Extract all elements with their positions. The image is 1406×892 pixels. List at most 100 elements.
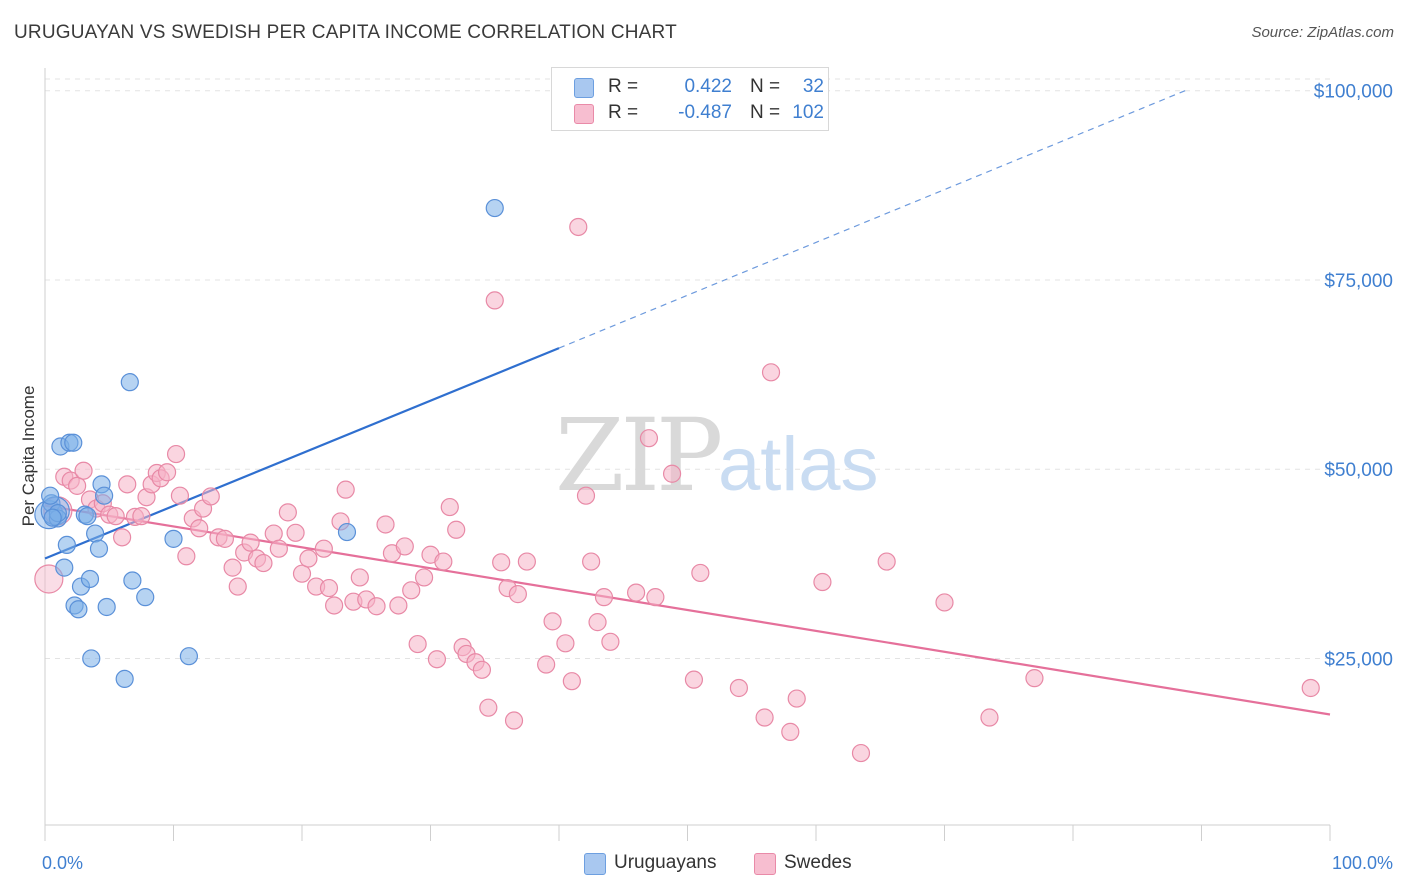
point-swedes	[1301, 678, 1320, 698]
point-swedes	[350, 568, 369, 587]
point-uruguayans	[57, 535, 76, 555]
point-swedes	[646, 588, 665, 607]
y-tick-label: $100,000	[1314, 82, 1393, 103]
point-uruguayans	[485, 198, 504, 218]
point-swedes	[74, 461, 93, 480]
point-swedes	[402, 581, 421, 600]
bottom-legend-label: Swedes	[784, 852, 852, 873]
legend-swatch-uruguayans	[574, 78, 594, 98]
point-swedes	[576, 486, 596, 505]
point-uruguayans	[69, 600, 88, 619]
point-swedes	[447, 520, 466, 539]
point-swedes	[601, 632, 620, 651]
y-axis-label: Per Capita Income	[19, 386, 38, 527]
point-swedes	[228, 577, 247, 596]
legend-r-label: R =	[608, 102, 639, 123]
point-swedes	[492, 553, 511, 572]
point-swedes	[562, 672, 581, 691]
point-uruguayans	[337, 522, 357, 542]
point-swedes	[729, 678, 749, 698]
point-swedes	[787, 689, 806, 708]
point-swedes	[691, 563, 710, 583]
x-tick-label-start: 0.0%	[42, 853, 83, 873]
point-uruguayans	[82, 649, 101, 668]
point-swedes	[68, 476, 87, 495]
point-swedes	[588, 613, 607, 632]
point-swedes	[170, 486, 190, 505]
point-swedes	[813, 572, 832, 592]
point-swedes	[556, 634, 575, 653]
point-swedes	[537, 655, 556, 674]
point-swedes	[336, 480, 355, 499]
y-tick-label: $25,000	[1324, 649, 1393, 670]
point-uruguayans	[89, 539, 109, 558]
point-swedes	[264, 524, 283, 543]
point-swedes	[166, 444, 186, 464]
point-uruguayans	[95, 486, 114, 505]
point-swedes	[935, 593, 954, 612]
point-uruguayans	[136, 588, 155, 607]
bottom-legend-label: Uruguayans	[614, 852, 717, 873]
legend-r-value: -0.487	[678, 102, 732, 123]
point-swedes	[508, 585, 527, 604]
point-uruguayans	[64, 433, 83, 452]
point-uruguayans	[123, 571, 142, 590]
point-swedes	[434, 552, 453, 571]
point-swedes	[241, 533, 260, 552]
legend-r-value: 0.422	[684, 76, 732, 97]
watermark-atlas: atlas	[718, 422, 879, 507]
watermark: ZIP atlas	[555, 397, 879, 514]
point-swedes	[254, 553, 273, 573]
point-swedes	[479, 698, 498, 717]
point-swedes	[1025, 669, 1044, 688]
point-uruguayans	[41, 486, 60, 505]
point-swedes	[190, 519, 209, 538]
point-swedes	[427, 650, 447, 669]
legend-swatch-swedes	[574, 104, 594, 124]
bottom-legend-swatch-uruguayans	[584, 853, 606, 875]
legend-r-label: R =	[608, 76, 639, 97]
y-tick-label: $75,000	[1324, 271, 1393, 292]
point-swedes	[569, 217, 588, 237]
point-swedes	[177, 547, 196, 566]
point-swedes	[639, 429, 659, 448]
point-uruguayans	[86, 524, 105, 543]
chart-title: URUGUAYAN VS SWEDISH PER CAPITA INCOME C…	[14, 22, 677, 43]
x-tick-label-end: 100.0%	[1332, 853, 1393, 873]
point-swedes	[980, 708, 999, 727]
point-swedes	[684, 670, 704, 689]
point-swedes	[761, 363, 781, 382]
point-uruguayans	[43, 508, 62, 527]
point-uruguayans	[179, 647, 199, 666]
point-swedes	[223, 558, 242, 577]
y-tick-label: $50,000	[1324, 460, 1393, 481]
point-swedes	[376, 515, 395, 534]
point-swedes	[215, 529, 234, 548]
point-swedes	[106, 507, 125, 526]
point-swedes	[269, 539, 288, 558]
point-swedes	[414, 568, 434, 587]
point-uruguayans	[164, 529, 183, 548]
tick-labels: $25,000 $50,000 $75,000 $100,000 0.0% 100.0%	[42, 82, 1393, 873]
point-swedes	[118, 475, 137, 494]
point-swedes	[543, 612, 562, 631]
point-swedes	[314, 539, 333, 558]
point-swedes	[299, 549, 318, 568]
point-swedes	[662, 464, 682, 483]
point-uruguayans	[120, 373, 139, 392]
point-swedes	[292, 564, 312, 583]
point-swedes	[517, 552, 536, 571]
point-swedes	[440, 497, 459, 517]
legend-n-value: 32	[802, 76, 824, 97]
source-credit: Source: ZipAtlas.com	[1251, 24, 1394, 41]
data-points	[34, 198, 1320, 763]
point-uruguayans	[80, 569, 100, 589]
point-swedes	[582, 552, 601, 571]
point-swedes	[851, 743, 871, 763]
legend-n-label: N =	[750, 102, 781, 123]
point-swedes	[472, 660, 491, 679]
point-swedes	[278, 503, 297, 522]
point-uruguayans	[55, 558, 74, 577]
point-swedes	[755, 708, 774, 727]
